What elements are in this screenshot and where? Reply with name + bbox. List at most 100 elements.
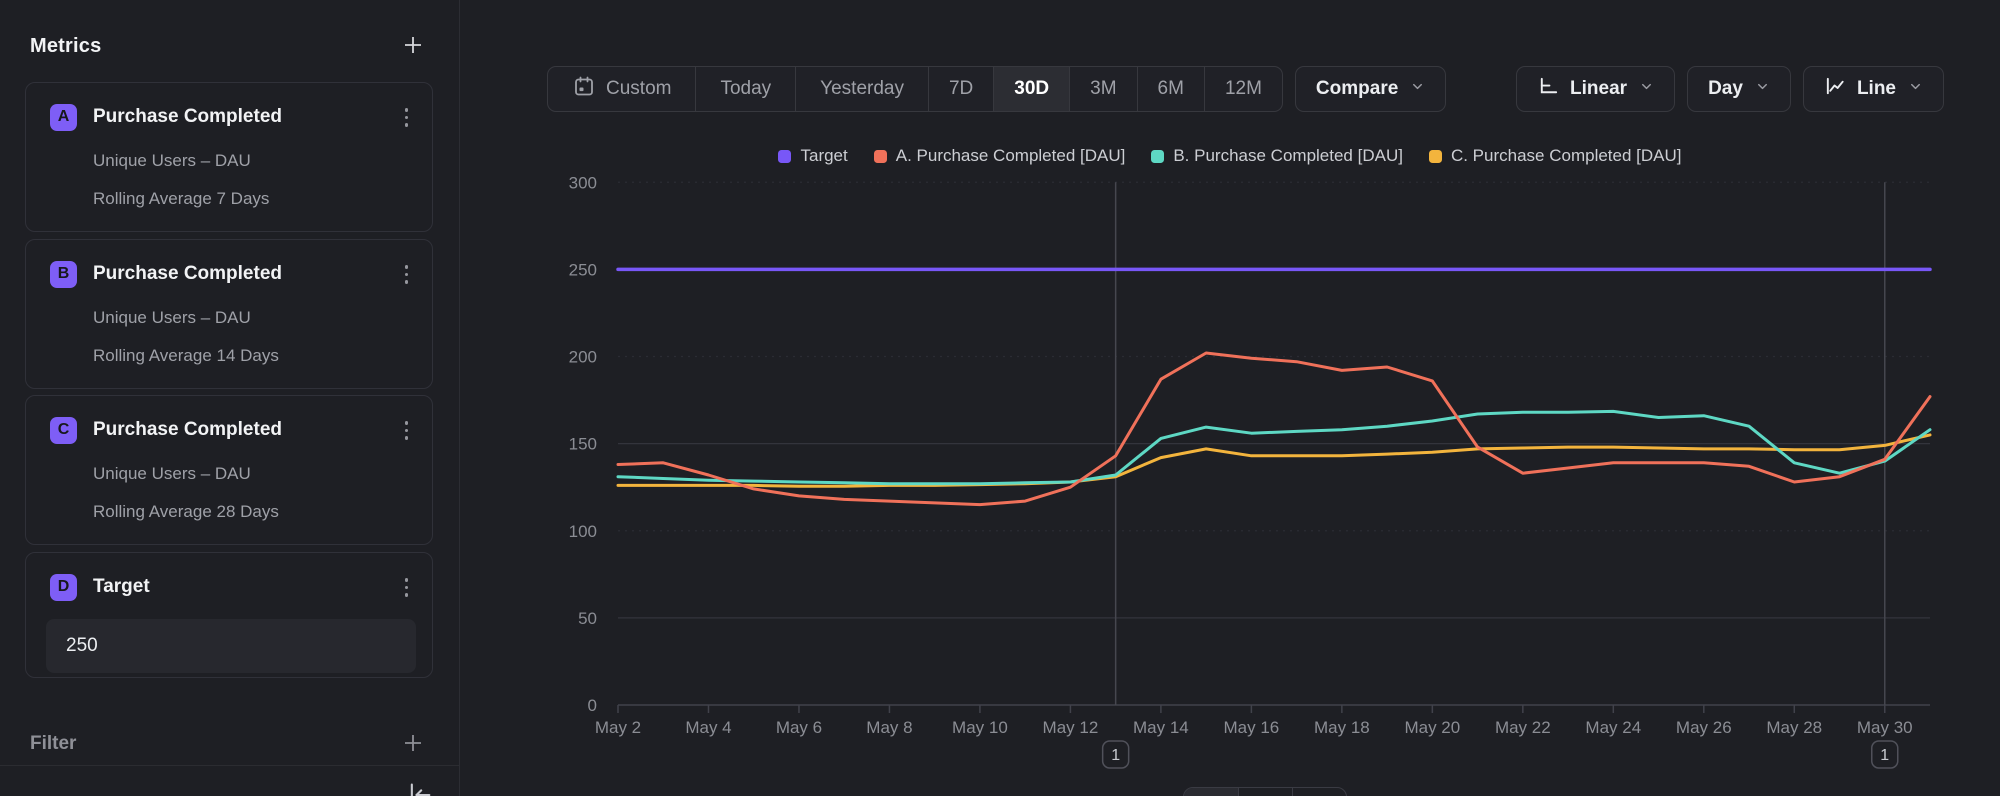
series-a[interactable] xyxy=(616,351,1932,507)
x-axis-label: May 4 xyxy=(685,718,731,737)
metrics-section-title: Metrics xyxy=(30,34,102,57)
add-filter-button[interactable] xyxy=(397,727,429,762)
x-axis-label: May 8 xyxy=(866,718,912,737)
x-axis-label: May 10 xyxy=(952,718,1008,737)
metric-card-b[interactable]: B Purchase Completed Unique Users – DAU Rol… xyxy=(25,239,433,389)
x-axis-label: May 30 xyxy=(1857,718,1913,737)
chevron-down-icon xyxy=(1410,78,1425,100)
layout-option-table[interactable] xyxy=(1292,788,1346,796)
range-label: 6M xyxy=(1157,78,1184,99)
range-yesterday[interactable]: Yesterday xyxy=(795,67,928,111)
legend-item[interactable]: Target xyxy=(778,146,848,166)
range-12m[interactable]: 12M xyxy=(1203,67,1282,111)
metric-options-button[interactable] xyxy=(399,259,415,290)
add-metric-button[interactable] xyxy=(397,29,429,64)
legend-color-chip xyxy=(1151,149,1165,163)
range-label: Today xyxy=(720,78,772,99)
x-axis-label: May 20 xyxy=(1404,718,1460,737)
chart-toolbar: Custom Today Yesterday 7D 30D 3M 6M 12M Compare… xyxy=(547,66,1944,112)
annotation-badge-label: 1 xyxy=(1111,747,1120,764)
x-axis-label: May 12 xyxy=(1043,718,1099,737)
chevron-down-icon xyxy=(1908,78,1923,100)
x-axis-label: May 28 xyxy=(1766,718,1822,737)
metric-title: Purchase Completed xyxy=(93,263,282,285)
scale-label: Linear xyxy=(1570,78,1628,99)
range-3m[interactable]: 3M xyxy=(1069,67,1136,111)
legend-item[interactable]: B. Purchase Completed [DAU] xyxy=(1151,146,1403,166)
legend-label: A. Purchase Completed [DAU] xyxy=(895,146,1126,165)
y-axis-tick-250: 250 xyxy=(569,260,597,279)
chart-type-label: Line xyxy=(1856,78,1896,99)
range-30d[interactable]: 30D xyxy=(993,67,1070,111)
range-label: 12M xyxy=(1224,78,1262,99)
range-label: 30D xyxy=(1014,78,1050,99)
metric-options-button[interactable] xyxy=(399,102,415,133)
y-axis-tick-200: 200 xyxy=(569,348,597,367)
interval-button[interactable]: Day xyxy=(1687,66,1791,112)
x-axis-label: May 16 xyxy=(1224,718,1280,737)
metric-card-c[interactable]: C Purchase Completed Unique Users – DAU Rol… xyxy=(25,395,433,545)
filter-section-header: Filter xyxy=(30,726,429,762)
metric-badge: C xyxy=(50,416,77,444)
x-axis-label: May 14 xyxy=(1133,718,1189,737)
metric-measure: Unique Users – DAU xyxy=(93,463,251,483)
x-axis-label: May 6 xyxy=(776,718,822,737)
scale-button[interactable]: Linear xyxy=(1516,66,1676,112)
metric-title: Target xyxy=(93,576,150,598)
line-chart[interactable]: 0 50 100 150 200 250 300 May 2 May 4 May 6 May 8 Ma… xyxy=(460,0,2000,796)
target-value-input[interactable] xyxy=(46,618,416,673)
y-axis-tick-50: 50 xyxy=(578,609,597,628)
range-today[interactable]: Today xyxy=(695,67,795,111)
calendar-icon xyxy=(572,74,596,104)
legend-item[interactable]: C. Purchase Completed [DAU] xyxy=(1428,146,1682,166)
filter-section-title: Filter xyxy=(30,733,77,754)
sidebar-divider xyxy=(0,765,459,766)
range-custom[interactable]: Custom xyxy=(548,67,695,111)
chart-type-button[interactable]: Line xyxy=(1802,66,1944,112)
metric-options-button[interactable] xyxy=(399,415,415,446)
metric-measure: Unique Users – DAU xyxy=(93,307,251,327)
x-axis-label: May 22 xyxy=(1495,718,1551,737)
chart-panel: Custom Today Yesterday 7D 30D 3M 6M 12M Compare… xyxy=(460,0,2000,796)
y-axis-tick-300: 300 xyxy=(569,173,597,192)
x-axis-label: May 18 xyxy=(1314,718,1370,737)
interval-label: Day xyxy=(1708,78,1743,99)
range-label: Yesterday xyxy=(820,78,904,99)
compare-button[interactable]: Compare xyxy=(1294,66,1447,112)
metric-options-button[interactable] xyxy=(399,572,415,603)
compare-label: Compare xyxy=(1315,78,1399,99)
y-axis-tick-150: 150 xyxy=(569,435,597,454)
annotation-badge[interactable] xyxy=(1101,740,1130,769)
metrics-section-header: Metrics xyxy=(30,30,429,62)
legend-label: B. Purchase Completed [DAU] xyxy=(1173,146,1403,165)
annotation-badge[interactable] xyxy=(1871,740,1899,769)
legend-label: Target xyxy=(800,146,848,165)
metric-card-a[interactable]: A Purchase Completed Unique Users – DAU Rol… xyxy=(25,82,433,232)
range-label: 3M xyxy=(1090,78,1117,99)
layout-option-chart-table[interactable] xyxy=(1238,788,1292,796)
x-axis-label: May 26 xyxy=(1676,718,1732,737)
metric-transform: Rolling Average 7 Days xyxy=(93,188,270,208)
collapse-sidebar-button[interactable] xyxy=(400,780,440,796)
annotation-badge-label: 1 xyxy=(1880,747,1889,764)
x-axis-label: May 24 xyxy=(1585,718,1641,737)
range-label: 7D xyxy=(948,78,974,99)
series-b[interactable] xyxy=(616,409,1932,486)
legend-color-chip xyxy=(873,149,887,163)
chart-legend: Target A. Purchase Completed [DAU] B. Purc… xyxy=(460,146,2000,166)
range-6m[interactable]: 6M xyxy=(1136,67,1204,111)
range-7d[interactable]: 7D xyxy=(927,67,993,111)
series-c[interactable] xyxy=(616,433,1932,488)
legend-label: C. Purchase Completed [DAU] xyxy=(1450,146,1682,165)
layout-option-chart[interactable] xyxy=(1184,788,1238,796)
legend-item[interactable]: A. Purchase Completed [DAU] xyxy=(873,146,1126,166)
metric-measure: Unique Users – DAU xyxy=(93,150,251,170)
metric-card-d[interactable]: D Target xyxy=(25,552,433,678)
linear-axis-icon xyxy=(1537,75,1560,104)
metric-badge: A xyxy=(50,103,77,131)
y-axis-tick-0: 0 xyxy=(588,696,597,715)
date-range-picker: Custom Today Yesterday 7D 30D 3M 6M 12M xyxy=(547,66,1283,112)
metric-title: Purchase Completed xyxy=(93,106,282,128)
chevron-down-icon xyxy=(1639,78,1654,100)
